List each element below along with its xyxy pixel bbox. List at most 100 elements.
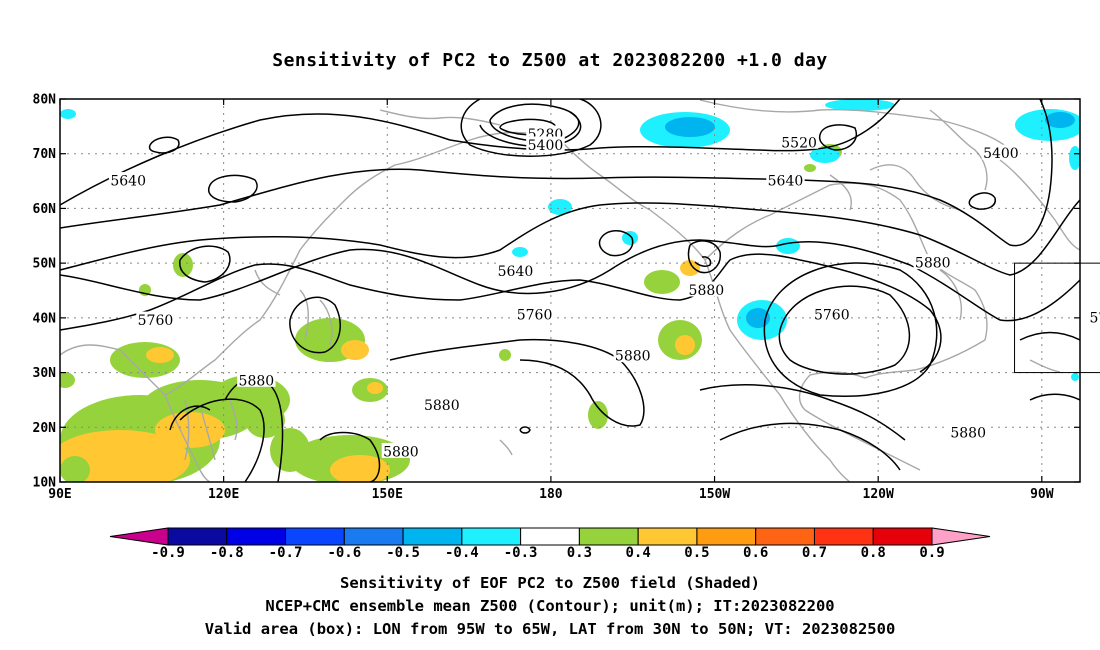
sensitivity-blob — [548, 199, 572, 215]
coastline-segment — [829, 174, 852, 211]
map-panel: 5280540055205400564056405520564058805640… — [33, 93, 1100, 560]
map-frame — [59, 98, 1081, 483]
colorbar-swatch — [226, 527, 287, 546]
sensitivity-blob — [341, 340, 369, 360]
colorbar-swatch — [285, 527, 345, 546]
contour-label-bg — [812, 306, 852, 322]
x-tick-label: 90E — [48, 487, 71, 502]
colorbar-swatch — [343, 527, 404, 546]
y-tick-label: 10N — [33, 476, 57, 491]
contour-label: 5400 — [528, 138, 564, 154]
colorbar-swatch — [461, 527, 522, 546]
sensitivity-blob — [825, 99, 895, 111]
contour-label: 5880 — [615, 349, 651, 365]
colorbar-swatch — [578, 527, 639, 546]
contour-label: 5880 — [383, 444, 419, 460]
valid-area-box — [1014, 262, 1100, 374]
y-tick-label: 80N — [33, 93, 57, 108]
sensitivity-blob — [146, 347, 174, 363]
contour-label-bg — [913, 254, 952, 270]
coastline-segment — [929, 109, 988, 191]
contour-label: 5640 — [110, 174, 146, 190]
sensitivity-blob — [60, 430, 190, 482]
contour-label: 5880 — [689, 283, 725, 299]
z500-contour-line — [319, 431, 381, 482]
contour-label-bg — [515, 306, 554, 322]
sensitivity-shading — [60, 99, 1080, 482]
x-tick-label: 120E — [208, 487, 239, 502]
contour-label: 5880 — [424, 398, 460, 414]
z500-contour-line — [460, 99, 602, 157]
sensitivity-blob — [173, 253, 193, 277]
sensitivity-blob — [810, 147, 840, 163]
coastline-segment — [379, 109, 501, 126]
coastline-segment — [299, 289, 309, 341]
coastline-segment — [60, 344, 211, 482]
sensitivity-blob — [680, 260, 700, 276]
contour-label-bg — [422, 396, 462, 412]
contour-label: 5760 — [517, 308, 553, 324]
y-tick-label: 60N — [33, 202, 57, 217]
figure-title: Sensitivity of PC2 to Z500 at 2023082200… — [272, 50, 828, 71]
coastline-segment — [229, 399, 238, 441]
colorbar-label: -0.3 — [504, 545, 538, 560]
z500-contour-line — [598, 230, 634, 257]
z500-contour-line — [60, 253, 942, 373]
colorbar-swatch — [402, 527, 463, 546]
y-tick-label: 70N — [33, 147, 57, 162]
colorbar-label: 0.6 — [743, 545, 768, 560]
colorbar-label: -0.9 — [151, 545, 185, 560]
colorbar-label: 0.4 — [626, 545, 651, 560]
contour-label-bg — [981, 144, 1021, 160]
contour-label-bg — [237, 371, 276, 387]
z500-contour-line — [60, 199, 1080, 276]
z500-contour-line — [763, 262, 938, 397]
sensitivity-blob — [675, 335, 695, 355]
sensitivity-blob — [245, 402, 285, 438]
z500-contour-line — [699, 384, 906, 441]
colorbar: -0.9 -0.8 -0.7 -0.6 -0.5 -0.4 -0.3 0.3 0.4 0.5 0.6… — [109, 527, 991, 560]
y-tick-label: 40N — [33, 311, 57, 326]
caption-contour: NCEP+CMC ensemble mean Z500 (Contour); u… — [265, 597, 835, 615]
sensitivity-blob — [499, 349, 511, 361]
sensitivity-blob — [588, 401, 608, 429]
x-tick-label: 90W — [1030, 487, 1054, 502]
sensitivity-blob — [804, 164, 816, 172]
colorbar-label: 0.7 — [802, 545, 827, 560]
z500-contour-line — [169, 405, 211, 431]
contour-label: 5640 — [768, 174, 804, 190]
sensitivity-blob — [622, 231, 638, 245]
caption-shading: Sensitivity of EOF PC2 to Z500 field (Sh… — [340, 574, 760, 592]
contour-label-bg — [948, 423, 988, 439]
x-tick-label: 150W — [699, 487, 730, 502]
z500-contour-line — [818, 124, 857, 151]
colorbar-high-end — [931, 527, 991, 546]
colorbar-swatch — [755, 527, 815, 546]
coastline-segment — [184, 399, 216, 461]
z500-contour-line — [968, 192, 997, 210]
sensitivity-blob — [1071, 373, 1079, 381]
z500-contour-line — [499, 118, 557, 136]
colorbar-label: -0.5 — [386, 545, 420, 560]
colorbar-low-end — [109, 527, 169, 546]
coastline-segment — [699, 99, 1011, 151]
contour-label: 5760 — [138, 313, 174, 329]
sensitivity-blob — [665, 117, 715, 137]
colorbar-swatch — [167, 527, 228, 546]
sensitivity-blob — [60, 456, 90, 482]
z500-contour-line — [60, 99, 1053, 247]
z500-contour-line — [389, 338, 645, 427]
colorbar-label: 0.3 — [567, 545, 592, 560]
z500-contour-line — [179, 245, 231, 283]
y-tick-label: 50N — [33, 257, 57, 272]
contour-label: 5880 — [239, 373, 275, 389]
coastline-segment — [319, 299, 333, 346]
contour-label: 5880 — [950, 425, 986, 441]
colorbar-swatch — [872, 527, 933, 546]
contour-label-bg — [526, 136, 565, 152]
colorbar-swatch — [520, 527, 580, 546]
z500-contour-line — [289, 296, 341, 354]
contour-label: 5760 — [1089, 310, 1100, 326]
colorbar-label: -0.6 — [327, 545, 361, 560]
contour-label: 5520 — [781, 135, 817, 151]
